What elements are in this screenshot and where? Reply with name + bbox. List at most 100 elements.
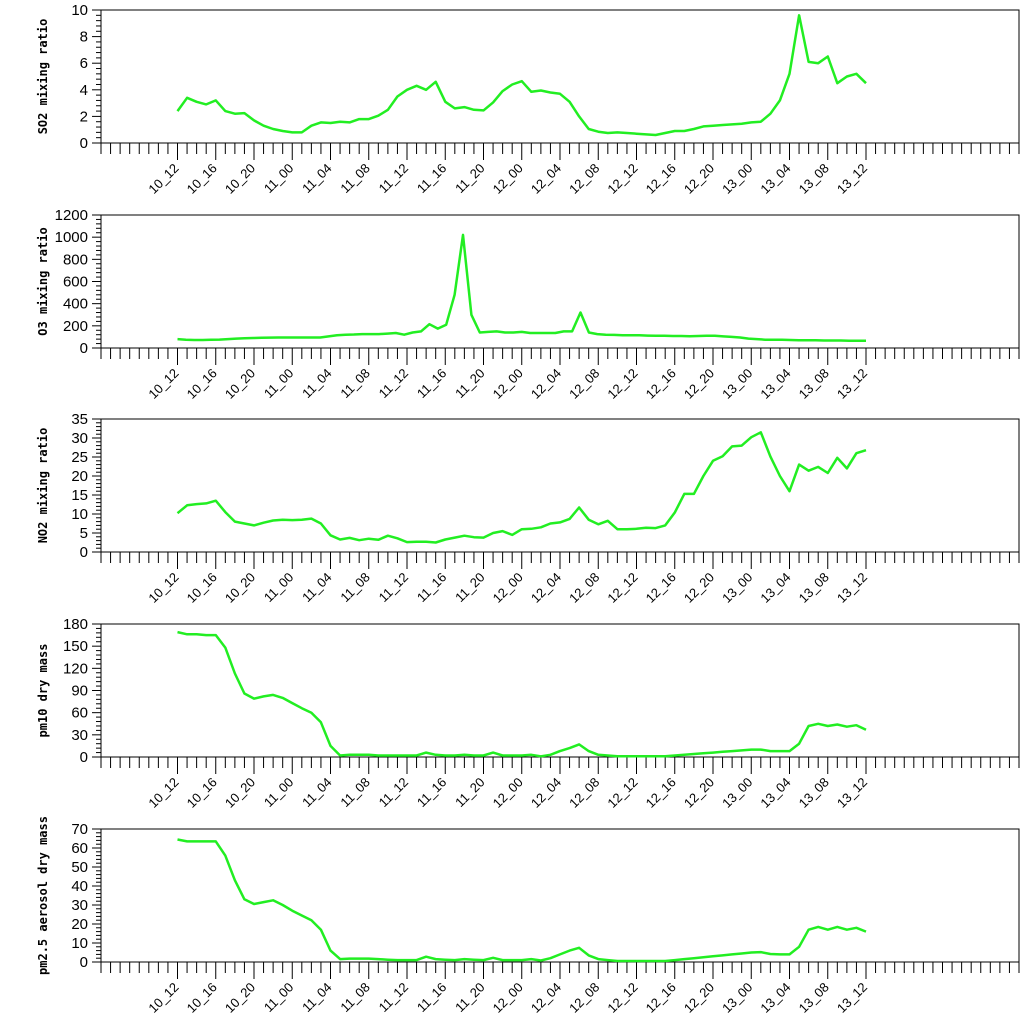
x-tick-label: 13_04	[757, 775, 793, 811]
x-tick-label: 13_04	[757, 366, 793, 402]
y-tick-label: 0	[80, 749, 88, 766]
series-line	[177, 630, 867, 758]
y-tick-label: 35	[71, 411, 88, 428]
series-line	[176, 14, 867, 137]
x-tick-label: 13_04	[757, 161, 793, 197]
x-tick-label: 12_08	[566, 366, 602, 402]
x-tick-label: 10_20	[222, 161, 258, 197]
x-tick-label: 10_16	[184, 775, 220, 811]
x-tick-label: 11_20	[452, 570, 487, 605]
y-tick-label: 40	[71, 878, 88, 895]
y-tick-label: 0	[80, 135, 88, 152]
y-tick-label: 10	[71, 935, 88, 952]
x-tick-label: 11_16	[414, 980, 449, 1015]
x-tick-label: 12_20	[681, 161, 717, 197]
x-tick-label: 10_20	[222, 980, 258, 1016]
x-tick-label: 11_20	[452, 161, 487, 196]
x-tick-label: 11_16	[414, 366, 449, 401]
y-tick-label: 150	[63, 638, 88, 655]
y-axis-label: O3 mixing ratio	[36, 227, 50, 335]
x-tick-label: 13_08	[796, 161, 832, 197]
x-tick-label: 12_04	[528, 775, 564, 811]
y-tick-label: 20	[71, 916, 88, 933]
x-tick-label: 11_20	[452, 980, 487, 1015]
series-line	[177, 838, 867, 963]
y-tick-label: 10	[71, 506, 88, 523]
x-tick-label: 11_08	[337, 570, 372, 605]
x-tick-label: 13_08	[796, 775, 832, 811]
y-tick-label: 0	[80, 954, 88, 971]
x-tick-label: 13_04	[757, 980, 793, 1016]
y-tick-label: 8	[80, 29, 88, 46]
x-tick-label: 12_08	[566, 980, 602, 1016]
x-tick-label: 13_00	[719, 980, 755, 1016]
x-tick-label: 12_08	[566, 570, 602, 606]
x-tick-label: 13_12	[834, 161, 870, 197]
x-tick-label: 12_20	[681, 775, 717, 811]
x-tick-label: 10_12	[145, 161, 181, 197]
x-tick-label: 12_16	[643, 775, 679, 811]
x-tick-label: 12_12	[604, 570, 640, 606]
x-tick-label: 12_20	[681, 570, 717, 606]
x-tick-label: 11_04	[299, 161, 334, 196]
x-tick-label: 12_00	[490, 366, 526, 402]
x-tick-label: 12_12	[604, 775, 640, 811]
y-tick-label: 60	[71, 840, 88, 857]
x-tick-label: 13_00	[719, 775, 755, 811]
x-tick-label: 12_12	[604, 366, 640, 402]
plot-frame	[100, 828, 1020, 963]
y-tick-label: 0	[80, 544, 88, 561]
x-tick-label: 10_16	[184, 161, 220, 197]
x-tick-label: 11_16	[414, 161, 449, 196]
x-tick-label: 13_12	[834, 570, 870, 606]
plot-frame	[100, 418, 1020, 553]
x-tick-label: 12_04	[528, 570, 564, 606]
y-tick-label: 50	[71, 859, 88, 876]
x-tick-label: 12_16	[643, 161, 679, 197]
x-tick-label: 12_16	[643, 366, 679, 402]
x-tick-label: 11_00	[261, 775, 296, 810]
x-tick-label: 11_16	[414, 775, 449, 810]
x-tick-label: 11_08	[337, 161, 372, 196]
x-tick-label: 12_08	[566, 161, 602, 197]
x-tick-label: 10_12	[145, 570, 181, 606]
y-tick-label: 30	[71, 727, 88, 744]
x-tick-label: 10_16	[184, 570, 220, 606]
x-tick-label: 12_04	[528, 366, 564, 402]
x-tick-label: 12_20	[681, 980, 717, 1016]
x-tick-label: 12_04	[528, 980, 564, 1016]
y-tick-label: 2	[80, 108, 88, 125]
x-tick-label: 12_12	[604, 980, 640, 1016]
x-tick-label: 11_12	[376, 775, 411, 810]
x-tick-label: 12_20	[681, 366, 717, 402]
plot-frame	[100, 623, 1020, 758]
x-tick-label: 10_20	[222, 775, 258, 811]
x-tick-label: 13_08	[796, 570, 832, 606]
y-tick-label: 6	[80, 55, 88, 72]
y-tick-label: 30	[71, 897, 88, 914]
x-tick-label: 12_08	[566, 775, 602, 811]
x-tick-label: 11_00	[261, 161, 296, 196]
panel-5: 0 10 20 30 40 50 60 70 10_12 10_16 10_20 11_00 11_04…	[36, 816, 1020, 1016]
x-tick-label: 11_20	[452, 775, 487, 810]
x-tick-label: 10_20	[222, 366, 258, 402]
x-tick-label: 11_08	[337, 775, 372, 810]
x-tick-label: 10_20	[222, 570, 258, 606]
x-tick-label: 12_12	[604, 161, 640, 197]
y-tick-label: 70	[71, 821, 88, 838]
x-tick-label: 12_00	[490, 570, 526, 606]
x-tick-label: 13_00	[719, 570, 755, 606]
x-tick-label: 11_12	[376, 980, 411, 1015]
plot-frame	[100, 9, 1020, 144]
x-tick-label: 13_12	[834, 366, 870, 402]
y-tick-label: 90	[71, 683, 88, 700]
x-tick-label: 11_04	[299, 775, 334, 810]
series-line	[176, 431, 867, 544]
y-tick-label: 1000	[55, 229, 88, 246]
x-tick-label: 12_04	[528, 161, 564, 197]
x-tick-label: 13_08	[796, 366, 832, 402]
x-tick-label: 11_04	[299, 570, 334, 605]
